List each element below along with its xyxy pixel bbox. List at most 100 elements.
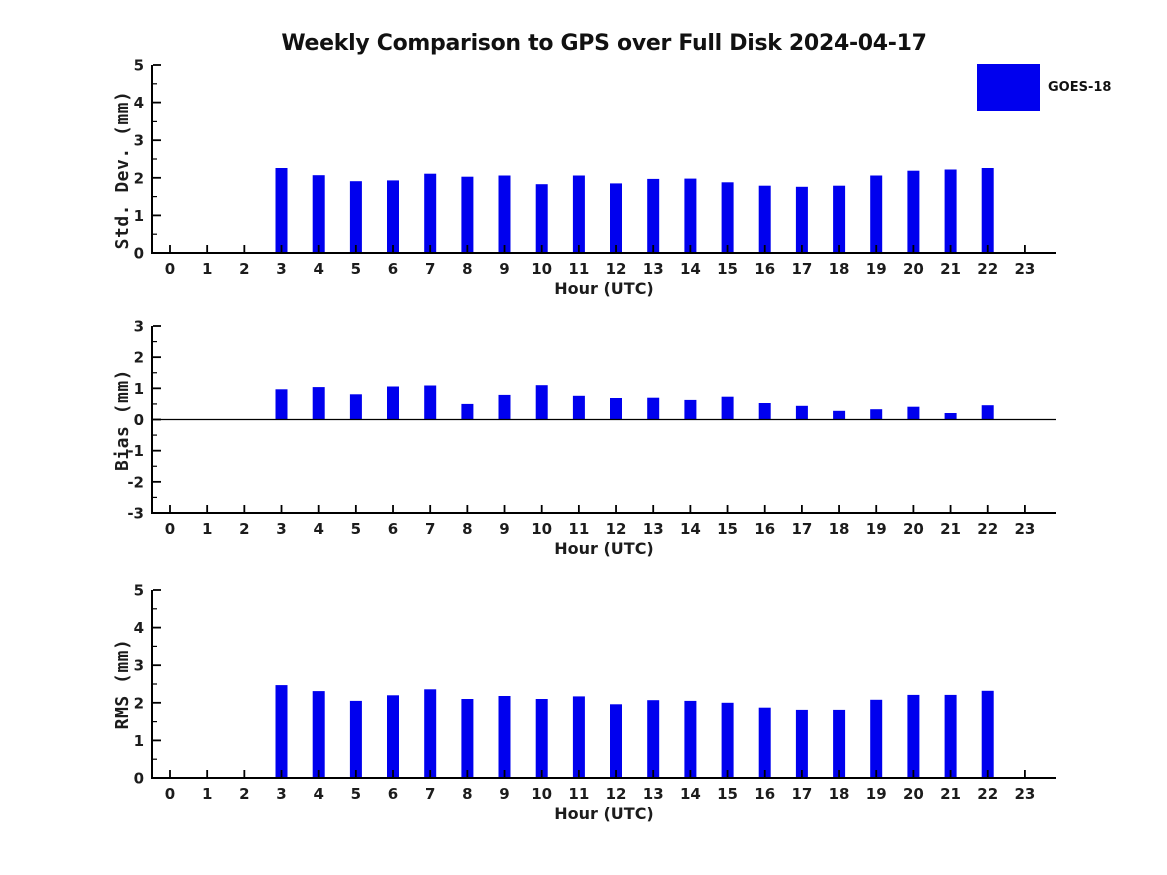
y-axis-label-bias: Bias (mm): [112, 369, 133, 471]
x-tick-label: 19: [866, 520, 887, 538]
x-tick-label: 14: [680, 260, 701, 278]
x-axis-label-std-dev: Hour (UTC): [554, 279, 654, 298]
bar-std-dev-h21: [944, 169, 957, 253]
bar-std-dev-h4: [312, 175, 325, 253]
x-tick-label: 22: [977, 785, 998, 803]
y-tick-label: 2: [134, 349, 144, 367]
bar-rms-h18: [833, 709, 846, 778]
x-tick-label: 3: [276, 260, 286, 278]
x-tick-label: 19: [866, 260, 887, 278]
x-tick-label: 22: [977, 520, 998, 538]
x-tick-label: 20: [903, 260, 924, 278]
y-tick-label: 1: [134, 207, 144, 225]
bar-rms-h10: [535, 699, 548, 778]
bar-std-dev-h3: [275, 168, 288, 253]
y-tick-label: 4: [134, 619, 144, 637]
x-tick-label: 13: [643, 785, 664, 803]
x-tick-label: 23: [1014, 785, 1035, 803]
bar-bias-h16: [758, 403, 771, 420]
bar-std-dev-h22: [981, 168, 994, 253]
bar-std-dev-h17: [795, 186, 808, 253]
x-axis-label-bias: Hour (UTC): [554, 539, 654, 558]
bar-rms-h13: [647, 700, 660, 778]
bar-std-dev-h9: [498, 175, 511, 253]
chart-title: Weekly Comparison to GPS over Full Disk …: [281, 31, 927, 56]
bar-rms-h11: [572, 696, 585, 778]
x-tick-label: 23: [1014, 260, 1035, 278]
x-tick-label: 11: [568, 785, 589, 803]
bar-std-dev-h8: [461, 176, 474, 253]
x-tick-label: 17: [791, 520, 812, 538]
bar-bias-h22: [981, 405, 994, 420]
x-tick-label: 0: [165, 260, 175, 278]
x-tick-label: 16: [754, 520, 775, 538]
x-tick-label: 12: [606, 260, 627, 278]
bar-rms-h16: [758, 707, 771, 778]
bar-bias-h8: [461, 403, 474, 420]
x-tick-label: 8: [462, 785, 472, 803]
x-tick-label: 3: [276, 785, 286, 803]
bar-std-dev-h19: [870, 175, 883, 253]
bar-rms-h21: [944, 694, 957, 778]
bar-rms-h14: [684, 700, 697, 778]
x-tick-label: 18: [829, 260, 850, 278]
x-tick-label: 7: [425, 785, 435, 803]
x-tick-label: 13: [643, 260, 664, 278]
y-tick-label: 4: [134, 94, 144, 112]
x-tick-label: 6: [388, 260, 398, 278]
x-tick-label: 5: [351, 520, 361, 538]
bar-std-dev-h14: [684, 178, 697, 253]
bar-bias-h10: [535, 385, 548, 420]
x-tick-label: 11: [568, 520, 589, 538]
x-tick-label: 10: [531, 785, 552, 803]
bar-std-dev-h5: [349, 181, 362, 253]
x-tick-label: 1: [202, 260, 212, 278]
x-tick-label: 2: [239, 520, 249, 538]
x-tick-label: 15: [717, 785, 738, 803]
legend-label: GOES-18: [1048, 80, 1112, 95]
bar-rms-h7: [424, 689, 437, 778]
bar-bias-h3: [275, 389, 288, 420]
x-tick-label: 19: [866, 785, 887, 803]
bar-std-dev-h16: [758, 185, 771, 253]
x-tick-label: 4: [313, 520, 323, 538]
bar-bias-h7: [424, 385, 437, 420]
y-tick-label: 0: [134, 245, 144, 263]
bar-std-dev-h12: [610, 183, 622, 253]
y-axis-label-rms: RMS (mm): [112, 639, 133, 730]
bar-bias-h18: [833, 410, 846, 420]
bar-rms-h8: [461, 699, 474, 778]
y-tick-label: 2: [134, 169, 144, 187]
x-tick-label: 6: [388, 785, 398, 803]
bar-bias-h17: [795, 405, 808, 420]
x-tick-label: 18: [829, 520, 850, 538]
x-tick-label: 9: [499, 520, 509, 538]
bar-bias-h21: [944, 413, 957, 420]
y-tick-label: 0: [134, 411, 144, 429]
x-tick-label: 5: [351, 260, 361, 278]
x-tick-label: 17: [791, 260, 812, 278]
x-tick-label: 2: [239, 785, 249, 803]
bar-rms-h6: [387, 695, 399, 778]
bar-rms-h5: [349, 700, 362, 778]
x-tick-label: 20: [903, 785, 924, 803]
y-tick-label: 3: [134, 318, 144, 336]
bar-bias-h15: [721, 396, 734, 420]
y-tick-label: 0: [134, 770, 144, 788]
x-tick-label: 4: [313, 785, 323, 803]
y-tick-label: 2: [134, 694, 144, 712]
bar-rms-h22: [981, 690, 994, 778]
x-tick-label: 3: [276, 520, 286, 538]
legend-swatch: [977, 64, 1040, 111]
bar-bias-h12: [610, 398, 622, 420]
x-tick-label: 21: [940, 260, 961, 278]
x-tick-label: 11: [568, 260, 589, 278]
y-tick-label: -2: [127, 473, 144, 491]
x-tick-label: 1: [202, 785, 212, 803]
bar-bias-h9: [498, 394, 511, 420]
x-tick-label: 9: [499, 260, 509, 278]
